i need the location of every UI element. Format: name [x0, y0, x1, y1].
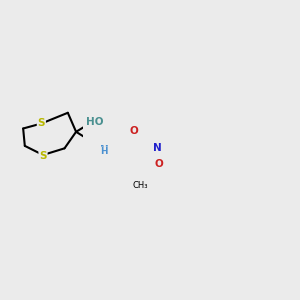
Text: CH₃: CH₃ [132, 181, 148, 190]
Text: O: O [130, 126, 138, 136]
Text: HO: HO [86, 117, 104, 127]
Text: N: N [153, 143, 161, 153]
Text: S: S [38, 118, 45, 128]
Text: S: S [39, 151, 47, 161]
Text: N: N [100, 145, 109, 154]
Text: H: H [100, 147, 108, 156]
Text: O: O [155, 159, 164, 169]
